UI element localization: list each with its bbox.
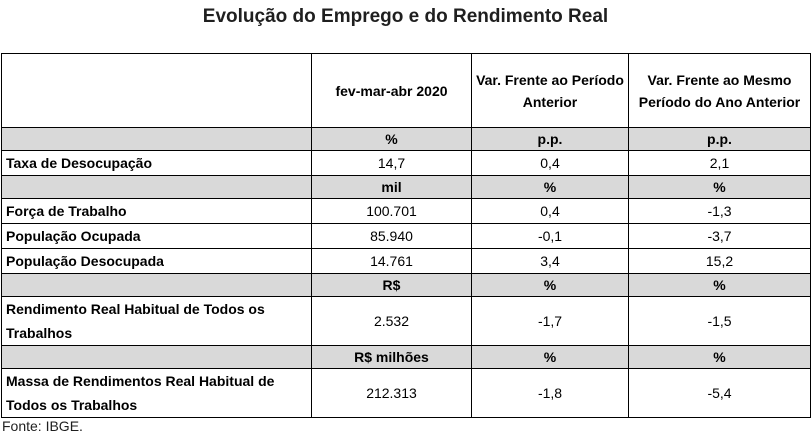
row-label: Massa de Rendimentos Real Habitual de To…: [1, 368, 312, 418]
unit-empty-cell: [1, 273, 312, 297]
unit-cell: %: [628, 175, 811, 199]
unit-row: R$ % %: [1, 273, 811, 297]
unit-empty-cell: [1, 127, 312, 151]
table-row: Rendimento Real Habitual de Todos os Tra…: [1, 296, 811, 346]
unit-empty-cell: [1, 345, 312, 369]
unit-cell: %: [628, 345, 811, 369]
unit-row: mil % %: [1, 175, 811, 199]
header-empty-cell: [1, 53, 312, 128]
unit-row: % p.p. p.p.: [1, 127, 811, 151]
unit-cell: mil: [311, 175, 472, 199]
unit-cell: R$ milhões: [311, 345, 472, 369]
table-row: Força de Trabalho 100.701 0,4 -1,3: [1, 198, 811, 224]
table-title: Evolução do Emprego e do Rendimento Real: [202, 6, 609, 27]
column-header-var-year: Var. Frente ao Mesmo Período do Ano Ante…: [628, 53, 811, 128]
table-cell: 0,4: [471, 150, 629, 176]
unit-cell: %: [311, 127, 472, 151]
row-label: Força de Trabalho: [1, 198, 312, 224]
table-cell: 3,4: [471, 248, 629, 274]
employment-income-table: fev-mar-abr 2020 Var. Frente ao Período …: [1, 53, 811, 418]
row-label: População Desocupada: [1, 248, 312, 274]
unit-cell: %: [471, 345, 629, 369]
row-label: Taxa de Desocupação: [1, 150, 312, 176]
table-cell: 14.761: [311, 248, 472, 274]
row-label: Rendimento Real Habitual de Todos os Tra…: [1, 296, 312, 346]
unit-cell: p.p.: [471, 127, 629, 151]
table-cell: 15,2: [628, 248, 811, 274]
table-cell: -1,5: [628, 296, 811, 346]
table-cell: -0,1: [471, 223, 629, 249]
header-row: fev-mar-abr 2020 Var. Frente ao Período …: [1, 53, 811, 128]
table-row: População Desocupada 14.761 3,4 15,2: [1, 248, 811, 274]
table-row: Taxa de Desocupação 14,7 0,4 2,1: [1, 150, 811, 176]
unit-cell: %: [628, 273, 811, 297]
unit-cell: p.p.: [628, 127, 811, 151]
source-note: Fonte: IBGE.: [2, 418, 83, 434]
table-cell: 2.532: [311, 296, 472, 346]
table-cell: -1,3: [628, 198, 811, 224]
table-cell: 212.313: [311, 368, 472, 418]
table-cell: -1,7: [471, 296, 629, 346]
unit-cell: R$: [311, 273, 472, 297]
table-cell: -5,4: [628, 368, 811, 418]
column-header-var-previous: Var. Frente ao Período Anterior: [471, 53, 629, 128]
table-row: Massa de Rendimentos Real Habitual de To…: [1, 368, 811, 418]
table-cell: -3,7: [628, 223, 811, 249]
row-label: População Ocupada: [1, 223, 312, 249]
unit-row: R$ milhões % %: [1, 345, 811, 369]
unit-cell: %: [471, 273, 629, 297]
table-cell: -1,8: [471, 368, 629, 418]
unit-empty-cell: [1, 175, 312, 199]
table-cell: 85.940: [311, 223, 472, 249]
table-cell: 2,1: [628, 150, 811, 176]
table-row: População Ocupada 85.940 -0,1 -3,7: [1, 223, 811, 249]
table-cell: 100.701: [311, 198, 472, 224]
column-header-period: fev-mar-abr 2020: [311, 53, 472, 128]
table-cell: 0,4: [471, 198, 629, 224]
unit-cell: %: [471, 175, 629, 199]
table-cell: 14,7: [311, 150, 472, 176]
